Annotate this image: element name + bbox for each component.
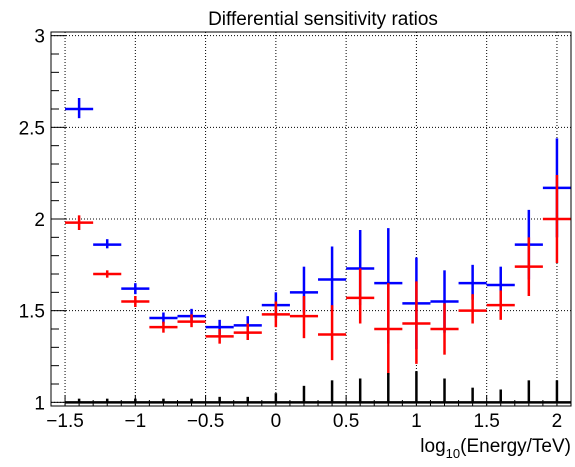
data-point: [205, 329, 234, 344]
x-axis-label-subscript: 10: [446, 446, 460, 461]
y-tick-label: 1: [34, 393, 45, 414]
data-point: [374, 283, 403, 375]
data-point: [458, 264, 487, 300]
data-point: [542, 175, 571, 263]
data-point: [149, 321, 178, 333]
series-1: [65, 98, 571, 350]
data-point: [374, 373, 403, 404]
grid-lines: [51, 32, 571, 406]
data-point: [121, 296, 150, 307]
data-point: [289, 296, 319, 339]
data-point: [289, 385, 319, 404]
data-point: [65, 215, 94, 230]
x-tick-label: 0: [271, 411, 282, 432]
data-point: [261, 301, 290, 328]
data-point: [121, 283, 150, 295]
x-tick-label: 1.5: [473, 411, 499, 432]
x-tick-label: −0.5: [187, 411, 225, 432]
data-point: [233, 323, 262, 340]
y-tick-label: 3: [34, 27, 45, 48]
x-axis-label: log10(Energy/TeV): [420, 436, 571, 461]
data-point: [430, 303, 459, 355]
series-2: [65, 175, 571, 375]
x-tick-label: 2: [552, 411, 563, 432]
data-point: [486, 290, 515, 320]
data-point: [177, 314, 206, 328]
x-tick-label: 1: [411, 411, 422, 432]
x-tick-label: 0.5: [333, 411, 359, 432]
data-point: [318, 380, 347, 404]
series-layer: [65, 98, 571, 404]
data-point: [402, 281, 431, 364]
chart-title: Differential sensitivity ratios: [208, 9, 438, 30]
axis-ticks: [50, 35, 572, 406]
data-point: [346, 378, 375, 404]
x-axis-label-log: log: [420, 436, 445, 457]
data-point: [318, 305, 347, 361]
data-point: [346, 268, 375, 324]
data-point: [65, 98, 94, 119]
data-point: [514, 237, 543, 296]
x-tick-label: −1.5: [46, 411, 84, 432]
data-point: [93, 239, 122, 249]
y-tick-label: 2.5: [19, 118, 45, 139]
data-point: [430, 378, 459, 404]
x-tick-label: −1: [124, 411, 146, 432]
tick-labels: −1.5 −1 −0.5 0 0.5 1 1.5 2 1 1.5 2 2.5 3: [19, 27, 563, 432]
data-point: [514, 380, 543, 404]
y-tick-label: 2: [34, 210, 45, 231]
series-3: [65, 371, 571, 404]
data-point: [318, 246, 347, 311]
data-point: [458, 294, 487, 324]
data-point: [93, 270, 122, 278]
y-tick-label: 1.5: [19, 302, 45, 323]
x-axis-label-unit: (Energy/TeV): [460, 436, 571, 457]
